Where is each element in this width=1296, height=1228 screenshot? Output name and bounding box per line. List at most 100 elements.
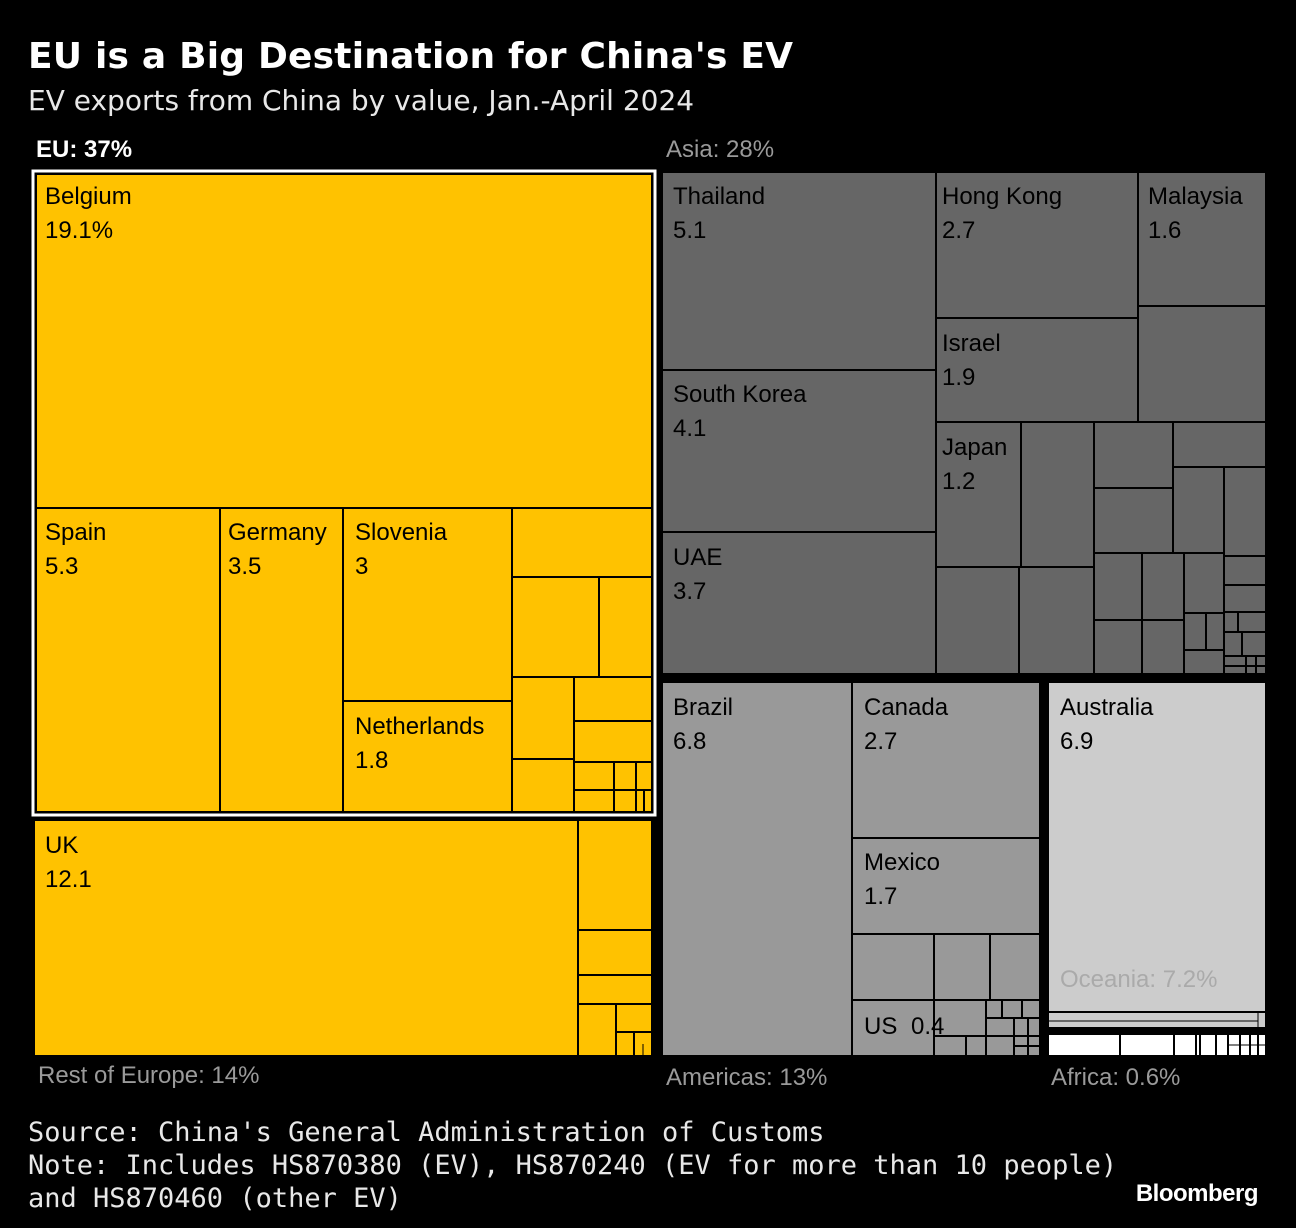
tile <box>577 974 653 1005</box>
tile-value-australia: 6.9 <box>1060 728 1093 755</box>
tile-value-mexico: 1.7 <box>864 883 897 910</box>
tile <box>613 789 637 813</box>
tile <box>511 758 575 813</box>
chart-footer: Source: China's General Administration o… <box>28 1116 1117 1215</box>
tile <box>1172 421 1267 468</box>
tile-name-belgium: Belgium <box>45 183 132 210</box>
tile-value-japan: 1.2 <box>942 468 975 495</box>
footnote-line-2: and HS870460 (other EV) <box>28 1183 402 1214</box>
tile-value-germany: 3.5 <box>228 553 261 580</box>
tile-name-australia: Australia <box>1060 694 1154 721</box>
tile <box>573 761 615 791</box>
treemap-chart: EU: 37% Belgium 19.1% Spain 5.3 Germany 3.5 Slo… <box>31 136 1267 1091</box>
tile-name-uk: UK <box>45 832 78 859</box>
tile-belgium <box>35 173 653 509</box>
tile-uk <box>33 819 579 1057</box>
tile-value-malaysia: 1.6 <box>1148 217 1181 244</box>
tile-name-germany: Germany <box>228 519 327 546</box>
tile-name-malaysia: Malaysia <box>1148 183 1243 210</box>
tile-value-israel: 1.9 <box>942 364 975 391</box>
tile <box>985 1017 1015 1037</box>
tile-thailand <box>661 171 937 371</box>
tile <box>511 676 575 760</box>
tile-us <box>851 999 935 1057</box>
tile <box>1141 552 1185 621</box>
tile <box>1223 584 1267 613</box>
tile-name-spain: Spain <box>45 519 106 546</box>
tile <box>635 761 653 791</box>
tile-name-brazil: Brazil <box>673 694 733 721</box>
tile <box>598 576 653 678</box>
tile-name-canada: Canada <box>864 694 949 721</box>
tile-name-mexico: Mexico <box>864 849 940 876</box>
tile-value-us: 0.4 <box>911 1013 944 1040</box>
source-note: Source: China's General Administration o… <box>28 1117 825 1148</box>
tile <box>1223 555 1267 586</box>
group-label-africa: Africa: 0.6% <box>1051 1064 1180 1091</box>
tile <box>577 819 653 931</box>
tile <box>1223 466 1267 557</box>
tile-germany <box>219 507 344 813</box>
tile <box>1137 305 1267 423</box>
tile-malaysia <box>1137 171 1267 307</box>
tile-name-israel: Israel <box>942 330 1001 357</box>
eu-highlight-border <box>31 169 657 817</box>
tile-uae <box>661 531 937 675</box>
tile-japan <box>935 421 1022 568</box>
tile-value-thailand: 5.1 <box>673 217 706 244</box>
tile <box>1020 421 1095 568</box>
tile-name-hong-kong: Hong Kong <box>942 183 1062 210</box>
group-label-oceania: Oceania: 7.2% <box>1060 966 1217 993</box>
tile <box>1093 619 1143 675</box>
tile-name-uae: UAE <box>673 544 722 571</box>
tile-name-netherlands: Netherlands <box>355 713 484 740</box>
bloomberg-logo: Bloomberg <box>1135 1180 1259 1207</box>
tile <box>1172 466 1225 554</box>
tile-israel <box>935 317 1139 423</box>
tile <box>613 761 637 791</box>
tile <box>573 676 653 722</box>
group-label-americas: Americas: 13% <box>666 1064 827 1091</box>
group-label-rest-of-europe: Rest of Europe: 14% <box>38 1062 259 1089</box>
tile <box>933 933 991 1001</box>
tile-brazil <box>661 681 853 1057</box>
tile-netherlands <box>342 700 513 813</box>
tile-value-spain: 5.3 <box>45 553 78 580</box>
tile <box>511 576 600 678</box>
tile <box>1093 421 1174 489</box>
tile <box>989 933 1041 1001</box>
tile-value-brazil: 6.8 <box>673 728 706 755</box>
tile <box>573 789 615 813</box>
tile-name-japan: Japan <box>942 434 1007 461</box>
tile-value-hong-kong: 2.7 <box>942 217 975 244</box>
tile-value-south-korea: 4.1 <box>673 415 706 442</box>
tile-hong-kong <box>935 171 1139 319</box>
tile <box>577 929 653 976</box>
tile <box>985 999 1041 1019</box>
tile-australia <box>1047 681 1267 1013</box>
tile-value-belgium: 19.1% <box>45 217 113 244</box>
group-label-eu: EU: 37% <box>36 136 132 163</box>
tile <box>1093 552 1143 621</box>
tile-value-uae: 3.7 <box>673 578 706 605</box>
tile <box>1093 487 1174 554</box>
tile-south-korea <box>661 369 937 533</box>
tile-name-thailand: Thailand <box>673 183 765 210</box>
tile <box>1183 612 1225 651</box>
chart-title: EU is a Big Destination for China's EV <box>28 36 794 77</box>
tile <box>1141 619 1185 675</box>
tile-name-slovenia: Slovenia <box>355 519 448 546</box>
tile <box>965 1035 987 1057</box>
tile <box>1183 649 1225 675</box>
tile <box>935 566 1020 675</box>
tile-mexico <box>851 837 1041 935</box>
tile <box>643 789 653 813</box>
tile <box>573 720 653 763</box>
tile <box>1223 611 1267 633</box>
chart-subtitle: EV exports from China by value, Jan.-Apr… <box>28 84 695 117</box>
tile <box>1223 631 1267 657</box>
group-label-asia: Asia: 28% <box>666 136 774 163</box>
tile-value-uk: 12.1 <box>45 866 92 893</box>
tile <box>511 507 653 578</box>
tile <box>615 1031 635 1057</box>
